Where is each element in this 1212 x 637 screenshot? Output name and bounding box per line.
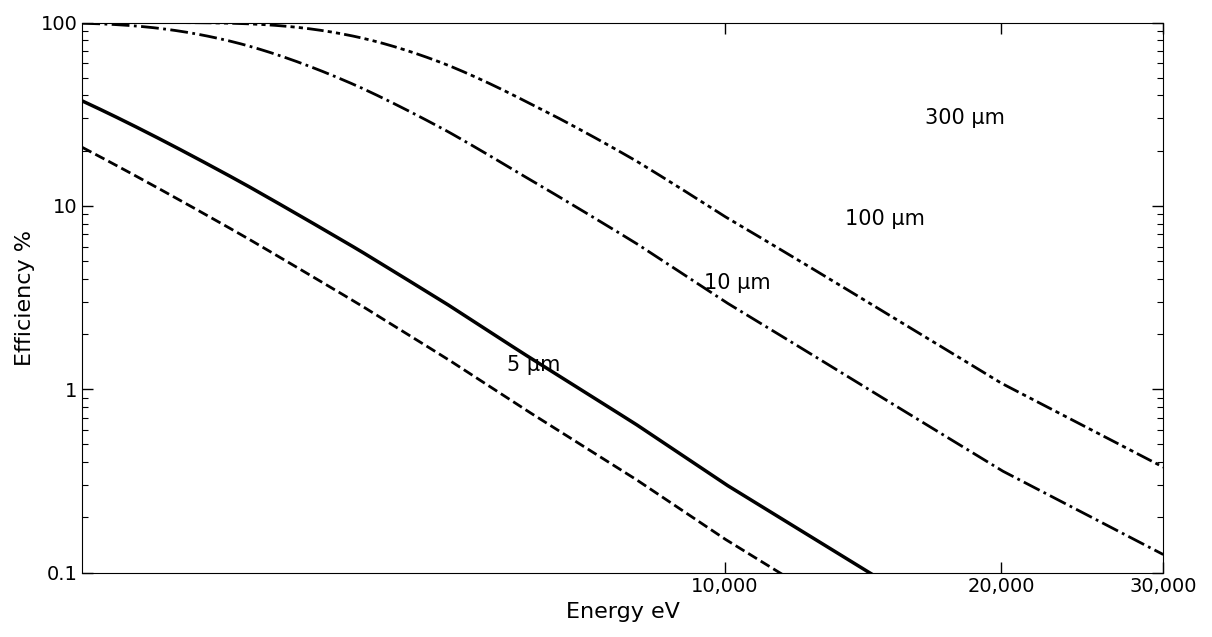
Y-axis label: Efficiency %: Efficiency % (15, 229, 35, 366)
Text: 5 µm: 5 µm (508, 355, 561, 375)
Text: 100 µm: 100 µm (845, 209, 925, 229)
Text: 300 µm: 300 µm (925, 108, 1005, 129)
X-axis label: Energy eV: Energy eV (566, 602, 680, 622)
Text: 10 µm: 10 µm (704, 273, 771, 293)
